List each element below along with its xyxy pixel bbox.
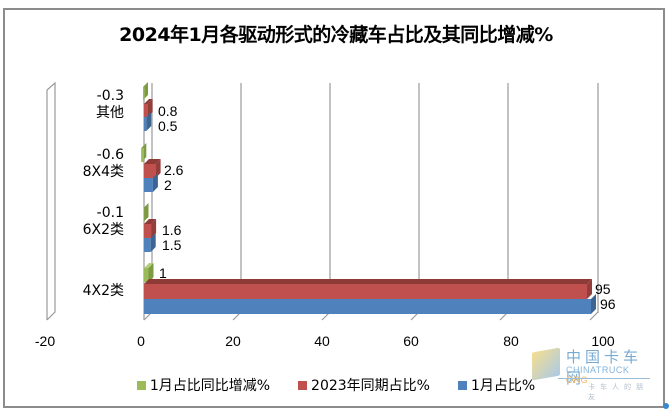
chinatruck-logo-icon [532,347,560,381]
watermark-divider [558,378,650,379]
watermark-en-text: CHINATRUCK ORG [566,365,654,385]
chinatruck-watermark: 中国卡车网 CHINATRUCK ORG 卡车人的朋友 [528,344,654,401]
value-label-8x4-jan: 2 [164,177,172,193]
yoy-value-label: -0.3 [96,88,124,104]
value-label-4x2-yoy: 1 [159,265,167,281]
corner-dot-icon [663,403,669,409]
value-label-other-prev: 0.8 [158,103,178,119]
x-tick-40: 40 [314,333,330,349]
bar-group-4x2 [144,263,596,314]
category-label-8x4: -0.6 8X4类 [34,147,124,181]
bar-group-8x4 [141,143,161,192]
x-tick-0: 0 [137,333,145,349]
chart-title: 2024年1月各驱动形式的冷藏车占比及其同比增减% [119,24,553,46]
category-name: 6X2类 [82,222,124,238]
bar-group-other [143,82,153,131]
left-wall [46,81,56,321]
bar-group-6x2 [143,203,157,252]
category-label-other: -0.3 其他 [34,88,124,122]
legend-item-yoy: 1月占比同比增减% [136,375,271,395]
watermark-en-org: ORG [566,375,589,385]
legend-swatch-blue [457,380,467,390]
category-label-4x2: 4X2类 [34,283,124,300]
legend-swatch-green [136,380,146,390]
value-label-6x2-jan: 1.5 [162,237,182,253]
category-name: 其他 [96,105,124,121]
legend-label: 1月占比% [470,378,536,394]
value-label-other-jan: 0.5 [158,118,178,134]
watermark-cn-text: 中国卡车网 [566,348,643,387]
x-tick-20: 20 [225,333,241,349]
legend-swatch-red [298,380,308,390]
yoy-value-label: -0.6 [96,147,124,163]
watermark-en-main: CHINATRUCK [566,365,630,375]
x-tick-neg20: -20 [34,333,56,349]
x-tick-100: 100 [591,333,615,349]
legend-label: 1月占比同比增减% [149,378,271,394]
chart-frame [3,8,665,408]
legend-item-jan: 1月占比% [457,375,536,395]
value-label-6x2-prev: 1.6 [162,222,182,238]
value-label-4x2-jan: 96 [600,296,616,312]
legend-item-2023: 2023年同期占比% [298,375,430,395]
value-label-4x2-prev: 95 [595,281,611,297]
yoy-value-label: -0.1 [96,205,124,221]
legend-label: 2023年同期占比% [311,378,430,394]
category-name: 8X4类 [82,164,124,180]
category-label-6x2: -0.1 6X2类 [34,205,124,239]
chart-legend: 1月占比同比增减% 2023年同期占比% 1月占比% [0,375,672,395]
value-label-8x4-prev: 2.6 [164,162,184,178]
x-tick-60: 60 [403,333,419,349]
category-name: 4X2类 [82,283,124,299]
x-tick-80: 80 [503,333,519,349]
watermark-slogan: 卡车人的朋友 [588,384,648,401]
